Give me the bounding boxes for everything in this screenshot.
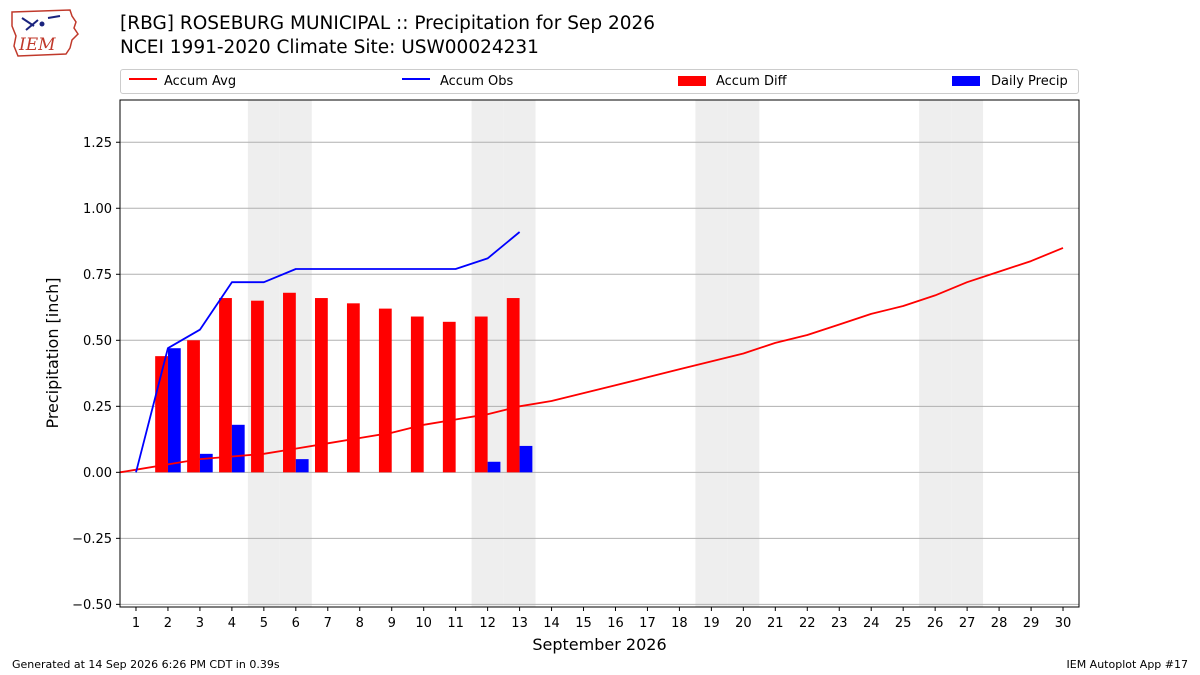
x-tick-label: 23 — [831, 616, 848, 631]
y-tick-label: 0.25 — [83, 400, 112, 415]
daily-precip-bar — [167, 348, 181, 473]
x-tick-label: 3 — [196, 616, 204, 631]
x-tick-label: 10 — [415, 616, 432, 631]
x-tick-label: 17 — [639, 616, 656, 631]
iem-logo: IEM — [8, 6, 80, 58]
x-tick-label: 29 — [1023, 616, 1040, 631]
daily-precip-bar — [519, 445, 533, 473]
legend-label-accum-diff: Accum Diff — [716, 74, 787, 89]
x-tick-label: 27 — [959, 616, 976, 631]
accum-avg-line — [119, 247, 1064, 474]
plot-frame — [119, 99, 1080, 608]
accum-diff-bar — [474, 316, 488, 473]
iowa-map-icon: IEM — [11, 9, 79, 57]
y-tick-label: 0.50 — [83, 334, 112, 349]
legend-label-daily-precip: Daily Precip — [991, 74, 1068, 89]
x-tick-label: 8 — [356, 616, 364, 631]
x-tick-label: 22 — [799, 616, 816, 631]
y-tick-label: −0.50 — [72, 598, 112, 613]
x-tick-label: 2 — [164, 616, 172, 631]
x-tick-label: 16 — [607, 616, 624, 631]
y-tick-label: −0.25 — [72, 532, 112, 547]
x-tick-label: 11 — [447, 616, 464, 631]
daily-precip-bar — [199, 453, 213, 473]
weekend-shade — [695, 100, 728, 607]
x-tick-label: 30 — [1055, 616, 1072, 631]
x-tick-label: 5 — [260, 616, 268, 631]
chart-legend: Accum Avg Accum Obs Accum Diff Daily Pre… — [120, 69, 1079, 94]
accum-diff-bar — [346, 303, 360, 473]
accum-diff-bar — [378, 308, 392, 473]
logo-text: IEM — [18, 35, 56, 55]
accum-diff-bar — [442, 321, 456, 473]
accum-diff-bar — [251, 300, 264, 473]
x-tick-label: 12 — [479, 616, 496, 631]
accum-diff-bar — [314, 298, 328, 473]
legend-swatch-daily-precip — [952, 76, 980, 86]
daily-precip-bar — [295, 459, 309, 473]
y-axis-label: Precipitation [inch] — [43, 277, 62, 428]
x-tick-label: 19 — [703, 616, 720, 631]
daily-precip-bar — [231, 424, 245, 473]
x-tick-label: 18 — [671, 616, 688, 631]
x-tick-label: 13 — [511, 616, 528, 631]
accum-obs-line — [135, 231, 521, 473]
legend-swatch-accum-avg — [129, 78, 157, 80]
legend-swatch-accum-diff — [678, 76, 706, 86]
x-tick-label: 26 — [927, 616, 944, 631]
accum-diff-bar — [506, 298, 520, 473]
y-tick-label: 1.00 — [83, 202, 112, 217]
x-tick-label: 4 — [228, 616, 236, 631]
x-tick-label: 28 — [991, 616, 1008, 631]
x-tick-label: 25 — [895, 616, 912, 631]
daily-precip-bar — [487, 461, 501, 473]
x-tick-label: 14 — [543, 616, 560, 631]
x-tick-label: 1 — [132, 616, 140, 631]
x-tick-label: 20 — [735, 616, 752, 631]
legend-label-accum-obs: Accum Obs — [440, 74, 514, 89]
accum-diff-bar — [410, 316, 424, 473]
x-tick-label: 6 — [292, 616, 300, 631]
accum-diff-bar — [219, 298, 232, 473]
legend-label-accum-avg: Accum Avg — [164, 74, 237, 89]
x-axis-label: September 2026 — [532, 635, 666, 654]
y-tick-label: 0.00 — [83, 466, 112, 481]
accum-diff-bar — [283, 292, 296, 473]
y-tick-label: 0.75 — [83, 268, 112, 283]
x-tick-label: 7 — [324, 616, 332, 631]
x-tick-label: 9 — [388, 616, 396, 631]
weekend-shade — [919, 100, 952, 607]
legend-swatch-accum-obs — [402, 78, 430, 80]
x-tick-label: 24 — [863, 616, 880, 631]
y-tick-label: 1.25 — [83, 136, 112, 151]
x-tick-label: 15 — [575, 616, 592, 631]
x-tick-label: 21 — [767, 616, 784, 631]
generated-timestamp: Generated at 14 Sep 2026 6:26 PM CDT in … — [12, 658, 280, 671]
title-line-2: NCEI 1991-2020 Climate Site: USW00024231 — [120, 37, 539, 58]
title-line-1: [RBG] ROSEBURG MUNICIPAL :: Precipitatio… — [120, 13, 656, 34]
app-credit: IEM Autoplot App #17 — [1066, 658, 1189, 671]
weekend-shade — [951, 100, 984, 607]
chart-title: [RBG] ROSEBURG MUNICIPAL :: Precipitatio… — [120, 12, 655, 60]
accum-diff-bar — [187, 340, 200, 473]
